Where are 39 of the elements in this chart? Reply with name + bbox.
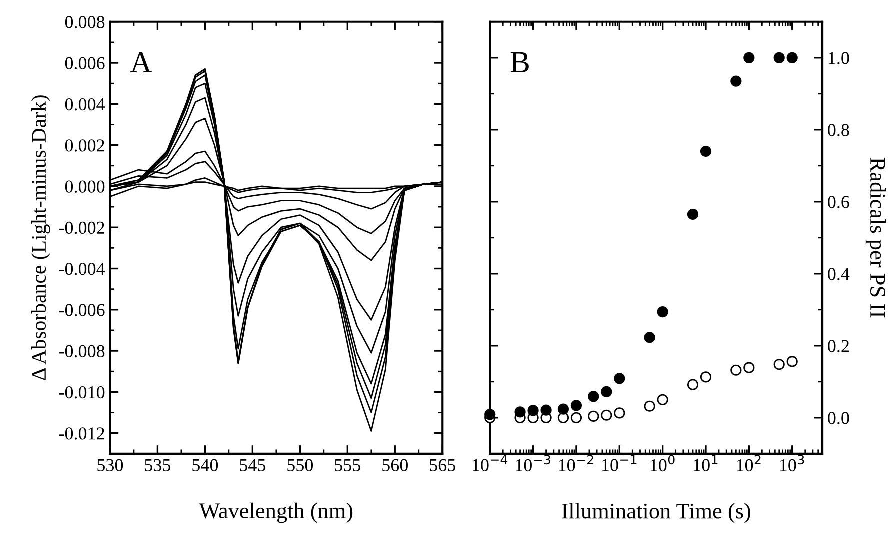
y-tick-label: 0.6: [828, 196, 850, 208]
y-tick-label: 0.004: [65, 98, 106, 111]
y-tick-label: -0.002: [59, 222, 104, 234]
x-tick-label: 10$^{−1}$: [602, 455, 637, 472]
x-tick-label: 10$^{3}$: [780, 455, 804, 472]
y-tick-label: 0.002: [65, 140, 104, 152]
y-tick-label: 1.0: [828, 52, 850, 64]
y-tick-label: -0.008: [59, 345, 105, 358]
y-tick-label: 0.4: [828, 268, 850, 280]
y-tick-label: 0.000: [65, 180, 105, 193]
y-tick-label: 0.0: [828, 412, 850, 424]
y-axis-title: Δ Absorbance (Light-minus-Dark): [31, 96, 50, 380]
annotation: B: [510, 52, 529, 73]
y-tick-label: 0.006: [65, 57, 105, 70]
x-tick-label: 555: [335, 459, 360, 472]
x-tick-label: 10$^{2}$: [737, 455, 761, 472]
y-tick-label: -0.010: [59, 386, 105, 399]
x-tick-label: 550: [288, 459, 314, 472]
x-tick-label: 540: [192, 459, 218, 472]
x-tick-label: 10$^{−3}$: [516, 455, 550, 472]
x-axis-title: Illumination Time (s): [562, 503, 750, 524]
x-tick-label: 565: [430, 459, 456, 472]
y-tick-label: 0.8: [828, 124, 850, 136]
x-tick-label: 535: [145, 459, 171, 472]
x-tick-label: 10$^{−4}$: [473, 455, 508, 472]
x-tick-label: 10$^{0}$: [650, 455, 675, 472]
x-tick-label: 545: [240, 459, 266, 472]
y-tick-label: 0.2: [828, 340, 849, 352]
y-axis-title: Radicals per PS II: [866, 158, 886, 318]
x-axis-title: Wavelength (nm): [199, 502, 353, 524]
y-tick-label: -0.004: [59, 263, 106, 276]
x-tick-label: 560: [382, 459, 408, 472]
y-tick-label: 0.008: [65, 16, 105, 28]
y-tick-label: -0.006: [59, 304, 105, 316]
annotation: A: [130, 52, 152, 72]
x-tick-label: 10$^{1}$: [694, 455, 718, 472]
y-tick-label: -0.012: [59, 428, 104, 440]
x-tick-label: 530: [98, 459, 124, 472]
x-tick-label: 10$^{−2}$: [559, 455, 594, 472]
